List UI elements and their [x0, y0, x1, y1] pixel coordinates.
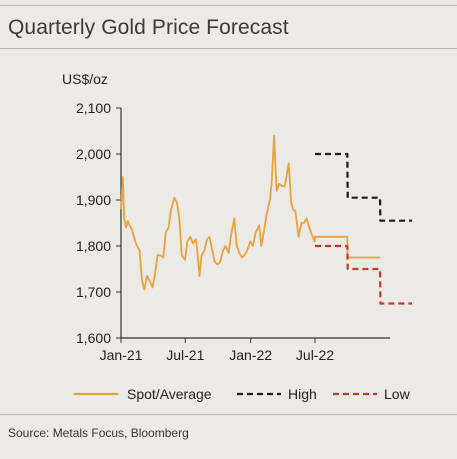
x-axis: Jan-21 Jul-21 Jan-22 Jul-22 — [100, 337, 390, 363]
line-chart: US$/oz 1,600 1,700 1,800 1,900 2,000 2,100 Ja… — [62, 71, 412, 402]
y-tick-label: 1,600 — [76, 330, 111, 346]
x-tick-label: Jul-21 — [166, 347, 204, 363]
x-tick-label: Jan-22 — [229, 347, 272, 363]
x-tick-label: Jan-21 — [100, 347, 143, 363]
source-rule — [0, 414, 457, 415]
title-rule — [0, 48, 457, 49]
top-rule — [0, 5, 457, 6]
y-tick-label: 2,100 — [76, 100, 111, 116]
source-note: Source: Metals Focus, Bloomberg — [8, 426, 189, 440]
series-line-spot-average — [120, 134, 380, 291]
y-tick-label: 2,000 — [76, 146, 111, 162]
y-axis: 1,600 1,700 1,800 1,900 2,000 2,100 — [76, 100, 122, 346]
legend-label: Spot/Average — [127, 386, 212, 402]
x-tick-label: Jul-22 — [296, 347, 334, 363]
chart-title: Quarterly Gold Price Forecast — [8, 16, 289, 39]
legend: Spot/Average High Low — [74, 386, 411, 402]
y-tick-label: 1,900 — [76, 192, 111, 208]
legend-label: Low — [384, 386, 411, 402]
series-line-high — [315, 152, 412, 222]
y-axis-label: US$/oz — [62, 71, 108, 87]
y-tick-label: 1,800 — [76, 238, 111, 254]
series-line-low — [315, 244, 412, 305]
series-layer — [120, 134, 412, 305]
y-tick-label: 1,700 — [76, 284, 111, 300]
legend-label: High — [288, 386, 317, 402]
